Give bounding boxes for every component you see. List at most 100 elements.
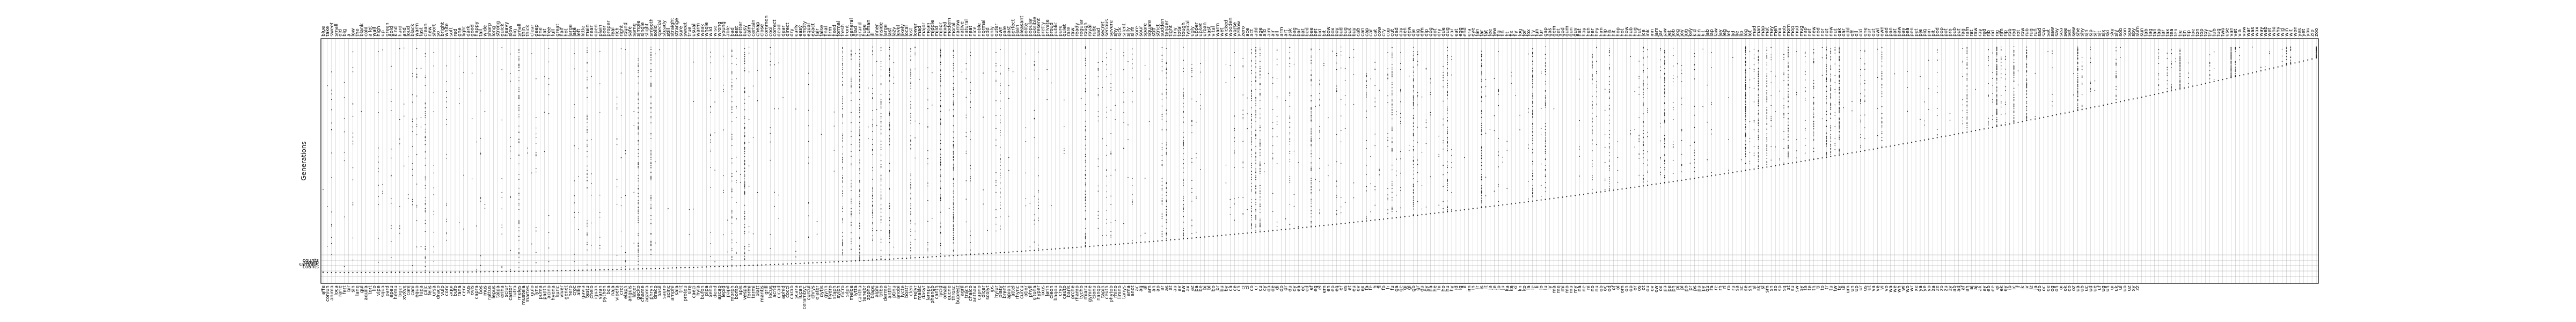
data-point xyxy=(433,172,435,174)
data-point xyxy=(880,125,882,127)
data-point xyxy=(953,55,954,56)
data-point xyxy=(778,108,779,109)
data-point xyxy=(1000,72,1001,74)
data-point xyxy=(880,116,882,118)
data-point xyxy=(1004,252,1005,253)
data-point xyxy=(1608,68,1610,69)
data-point xyxy=(633,243,635,244)
data-point xyxy=(889,254,890,255)
data-point xyxy=(650,159,652,160)
data-point xyxy=(1392,47,1393,48)
data-point xyxy=(1336,213,1337,215)
data-point xyxy=(714,101,715,103)
data-point xyxy=(1758,120,1759,121)
data-point xyxy=(352,204,354,206)
data-point xyxy=(1532,137,1533,139)
data-point xyxy=(425,272,426,273)
data-point xyxy=(1183,111,1184,112)
data-point xyxy=(1400,172,1401,174)
data-point xyxy=(744,109,745,111)
data-point xyxy=(842,115,843,116)
data-point xyxy=(1447,86,1448,88)
data-point xyxy=(1788,56,1789,57)
data-point xyxy=(953,56,954,58)
data-point xyxy=(731,242,733,244)
data-point xyxy=(1025,127,1027,128)
data-point xyxy=(744,204,745,206)
data-point xyxy=(1242,94,1243,96)
data-point xyxy=(842,153,843,155)
data-point xyxy=(1532,131,1533,133)
data-point xyxy=(851,85,852,86)
data-point xyxy=(1392,129,1393,130)
data-point xyxy=(910,197,911,199)
data-point xyxy=(1000,115,1001,116)
data-point xyxy=(1796,162,1797,163)
data-point xyxy=(1161,116,1163,117)
data-point xyxy=(1413,95,1414,97)
data-point xyxy=(1200,71,1201,73)
data-point xyxy=(1545,95,1546,97)
data-point xyxy=(1255,63,1256,64)
data-point xyxy=(1481,174,1482,175)
data-point xyxy=(1532,152,1533,153)
data-point xyxy=(859,63,860,64)
data-point xyxy=(475,269,477,270)
data-point xyxy=(416,206,418,208)
data-point xyxy=(650,151,652,152)
data-point xyxy=(996,81,997,83)
data-point xyxy=(1413,206,1414,207)
data-point xyxy=(1128,124,1129,126)
data-point xyxy=(1498,93,1499,95)
data-point xyxy=(1758,83,1759,84)
data-point xyxy=(740,181,741,183)
data-point xyxy=(1008,68,1009,69)
data-point xyxy=(1392,188,1393,189)
data-point xyxy=(842,219,843,220)
data-point xyxy=(1451,59,1452,60)
data-point xyxy=(404,104,405,105)
data-point xyxy=(1413,87,1414,89)
data-point xyxy=(872,126,873,127)
data-point xyxy=(1447,210,1448,212)
data-point xyxy=(1166,239,1167,241)
data-point xyxy=(1660,122,1661,124)
data-point xyxy=(940,222,941,224)
data-point xyxy=(1000,158,1001,159)
data-point xyxy=(1260,127,1261,128)
data-point xyxy=(1166,153,1167,155)
data-point xyxy=(1745,104,1746,105)
data-point xyxy=(1392,82,1393,83)
data-point xyxy=(501,227,503,228)
data-point xyxy=(1255,114,1256,116)
data-point xyxy=(697,266,699,268)
data-point xyxy=(331,109,332,111)
data-point xyxy=(872,235,873,237)
data-point xyxy=(616,269,618,270)
data-point xyxy=(638,250,639,251)
data-point xyxy=(518,91,519,92)
data-point xyxy=(880,258,882,259)
data-point xyxy=(1166,113,1167,115)
data-point xyxy=(1255,169,1256,170)
data-point xyxy=(851,100,852,101)
data-point xyxy=(1813,148,1814,149)
data-point xyxy=(1387,75,1388,76)
data-point xyxy=(910,211,911,213)
data-point xyxy=(352,237,354,239)
data-point xyxy=(437,272,439,273)
data-point xyxy=(859,257,860,258)
data-point xyxy=(1664,77,1665,78)
data-point xyxy=(1766,50,1768,52)
data-point xyxy=(1230,207,1231,209)
data-point xyxy=(970,92,971,94)
data-point xyxy=(996,223,997,225)
data-point xyxy=(1392,94,1393,96)
data-point xyxy=(1643,121,1644,122)
data-point xyxy=(1545,105,1546,106)
data-point xyxy=(1660,140,1661,142)
data-point xyxy=(1532,170,1533,172)
data-point xyxy=(1694,127,1695,128)
data-point xyxy=(1132,63,1133,64)
data-point xyxy=(391,110,392,111)
